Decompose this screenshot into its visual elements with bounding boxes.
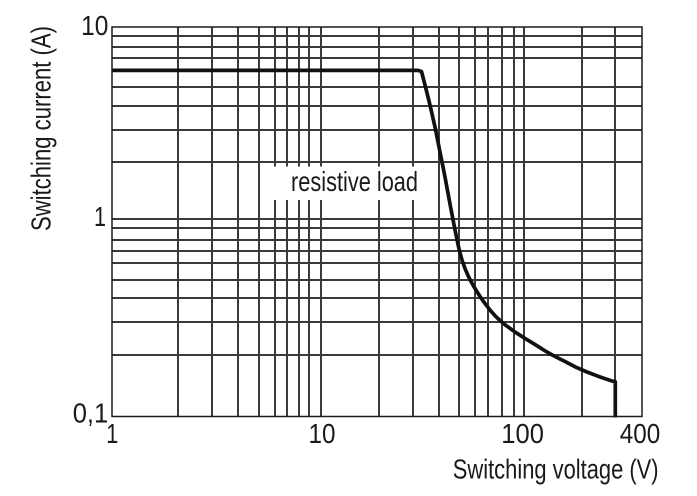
svg-text:10: 10 [81, 10, 108, 41]
svg-text:1: 1 [106, 418, 118, 449]
svg-text:1: 1 [94, 201, 106, 232]
svg-text:Switching current (A): Switching current (A) [25, 26, 56, 231]
svg-text:10: 10 [309, 418, 336, 449]
svg-text:100: 100 [501, 418, 544, 449]
svg-text:Switching voltage (V): Switching voltage (V) [453, 454, 659, 485]
svg-text:resistive load: resistive load [291, 166, 418, 197]
svg-text:0,1: 0,1 [73, 397, 109, 428]
svg-text:400: 400 [620, 418, 660, 449]
